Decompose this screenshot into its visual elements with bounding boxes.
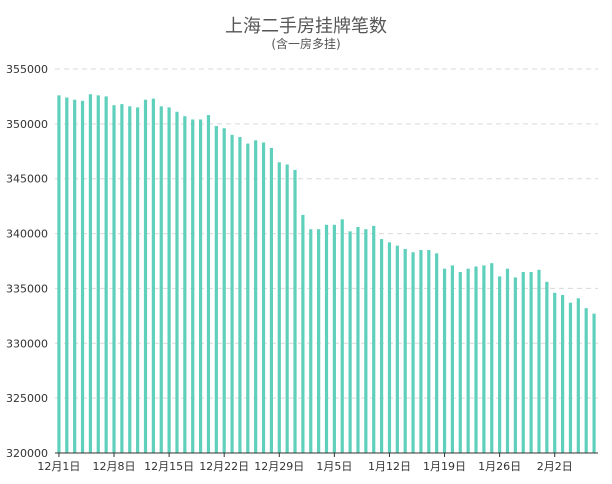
- x-tick-label: 1月26日: [478, 460, 521, 473]
- bar: [104, 96, 108, 454]
- bar: [191, 119, 195, 453]
- bar: [261, 142, 266, 453]
- bar: [466, 268, 470, 453]
- y-tick-label: 330000: [6, 337, 48, 350]
- bar: [159, 106, 163, 454]
- bar: [348, 231, 352, 453]
- y-tick-label: 345000: [6, 173, 48, 186]
- bar: [403, 248, 407, 453]
- bar: [474, 266, 478, 453]
- bar: [545, 281, 549, 453]
- x-tick-label: 2月2日: [537, 460, 573, 473]
- bar: [372, 225, 376, 453]
- bar: [96, 95, 100, 453]
- bar: [293, 169, 297, 453]
- bar: [57, 95, 61, 453]
- bar: [529, 271, 533, 453]
- bar: [419, 250, 423, 453]
- x-tick-label: 12月29日: [254, 460, 304, 473]
- bar: [490, 263, 494, 453]
- bar: [482, 265, 486, 453]
- bar: [277, 162, 281, 453]
- bar: [198, 119, 203, 453]
- bar: [143, 99, 148, 453]
- bar: [301, 214, 305, 453]
- bar: [324, 224, 329, 453]
- x-tick-label: 1月12日: [368, 460, 411, 473]
- bar: [584, 308, 588, 453]
- bar: [560, 295, 565, 453]
- bar: [214, 126, 218, 454]
- x-tick-label: 1月5日: [316, 460, 352, 473]
- bar: [427, 250, 431, 453]
- x-tick-label: 12月1日: [37, 460, 80, 473]
- bar: [285, 164, 289, 453]
- bar: [136, 107, 140, 454]
- bar: [387, 242, 392, 453]
- bar: [151, 98, 155, 454]
- bar: [246, 143, 250, 454]
- bar: [238, 137, 242, 453]
- bar: [505, 268, 510, 453]
- bar: [269, 147, 274, 454]
- y-tick-label: 355000: [6, 63, 48, 76]
- bar: [112, 105, 116, 454]
- bar: [88, 94, 93, 453]
- y-tick-label: 335000: [6, 282, 48, 295]
- bar: [222, 128, 226, 453]
- x-tick-label: 1月19日: [423, 460, 466, 473]
- x-tick-label: 12月22日: [199, 460, 249, 473]
- bar: [254, 140, 258, 453]
- x-tick-label: 12月8日: [93, 460, 136, 473]
- bar: [592, 313, 596, 453]
- bar: [309, 229, 313, 453]
- bar: [175, 111, 179, 453]
- bar: [498, 276, 502, 453]
- y-tick-label: 325000: [6, 392, 48, 405]
- y-tick-label: 340000: [6, 228, 48, 241]
- bar: [568, 302, 573, 453]
- bar: [364, 229, 368, 453]
- bar: [411, 252, 415, 453]
- bar: [576, 298, 580, 453]
- bar: [553, 292, 557, 453]
- bar: [206, 115, 211, 453]
- bar: [521, 271, 525, 453]
- bar: [442, 268, 447, 453]
- bar: [167, 107, 171, 454]
- chart-title: 上海二手房挂牌笔数: [225, 16, 387, 37]
- bar: [395, 245, 399, 453]
- bar: [65, 97, 69, 453]
- bar: [537, 269, 541, 453]
- bar: [317, 229, 321, 453]
- bar: [183, 116, 187, 454]
- chart-subtitle: (含一房多挂): [271, 37, 341, 51]
- bar: [332, 224, 336, 453]
- bar: [379, 239, 384, 453]
- bar: [356, 226, 360, 453]
- bar: [73, 99, 77, 453]
- y-tick-label: 350000: [6, 118, 48, 131]
- y-tick-label: 320000: [6, 447, 48, 460]
- bar: [230, 134, 234, 453]
- bar: [513, 277, 517, 453]
- bar: [435, 253, 439, 453]
- bar: [340, 219, 344, 453]
- bar: [80, 100, 85, 453]
- bar: [450, 265, 455, 453]
- bar: [458, 271, 462, 453]
- bar: [128, 106, 132, 454]
- x-tick-label: 12月15日: [144, 460, 194, 473]
- bar: [120, 104, 124, 454]
